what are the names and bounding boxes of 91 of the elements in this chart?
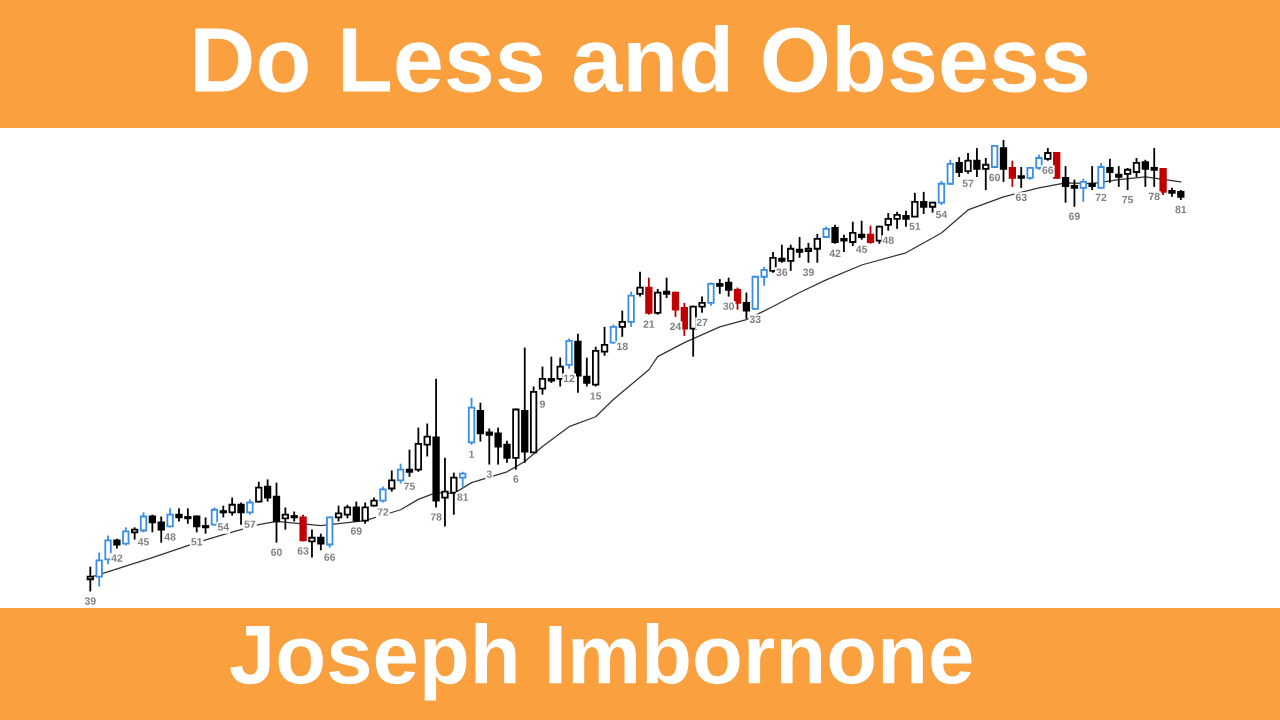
candlestick <box>1097 162 1105 189</box>
x-tick-label: 36 <box>776 268 788 276</box>
candlestick <box>662 276 671 299</box>
x-tick-label: 33 <box>749 315 761 323</box>
candlestick <box>733 286 742 311</box>
candlestick <box>405 448 414 478</box>
candlestick <box>671 290 680 318</box>
candlestick <box>1088 165 1096 191</box>
x-tick-label: 45 <box>856 245 868 253</box>
x-tick-label: 42 <box>829 249 841 257</box>
candlestick <box>139 511 148 534</box>
x-tick-label: 42 <box>111 554 123 562</box>
candlestick <box>600 325 609 357</box>
candlestick <box>636 270 644 298</box>
candlestick <box>361 501 369 525</box>
x-tick-label: 78 <box>430 513 442 521</box>
x-tick-label: 60 <box>271 548 282 556</box>
x-tick-label: 39 <box>802 268 814 276</box>
candlestick <box>742 291 751 320</box>
x-tick-label: 66 <box>324 553 336 561</box>
x-tick-label: 6 <box>513 475 519 483</box>
candlestick <box>804 241 813 264</box>
x-tick-label: 81 <box>457 493 469 501</box>
candlestick <box>157 515 165 544</box>
x-tick-label: 1 <box>469 450 475 458</box>
candlestick <box>538 365 547 396</box>
x-tick-label: 27 <box>696 318 708 326</box>
candlestick <box>920 190 928 215</box>
x-tick-label: 66 <box>1042 166 1054 174</box>
candlestick <box>946 158 954 186</box>
candlestick <box>1141 158 1150 188</box>
x-tick-label: 48 <box>164 533 176 541</box>
x-tick-label: 45 <box>137 538 150 546</box>
candlestick <box>476 401 485 443</box>
x-tick-label: 9 <box>539 400 545 408</box>
candlestick <box>1132 157 1141 178</box>
candlestick <box>725 276 733 298</box>
candlestick <box>1115 165 1123 188</box>
x-tick-label: 78 <box>1148 192 1160 201</box>
x-tick-label: 72 <box>1095 193 1107 201</box>
x-tick-label: 57 <box>962 179 974 187</box>
candlestick <box>866 224 875 245</box>
candlestick <box>281 506 290 531</box>
candlestick <box>299 513 307 543</box>
candlestick <box>813 232 821 264</box>
candlestick <box>1070 178 1079 208</box>
candlestick <box>388 469 396 493</box>
candlestick <box>795 236 804 259</box>
candlestick <box>86 565 94 593</box>
candlestick <box>263 478 272 503</box>
x-tick-label: 51 <box>191 538 203 546</box>
candlestick <box>547 355 555 384</box>
candlestick <box>937 180 946 206</box>
candlestick <box>1017 166 1025 189</box>
x-tick-label: 72 <box>377 508 389 516</box>
candlestick <box>999 139 1008 183</box>
candlestick <box>680 302 688 337</box>
candlestick <box>857 219 866 241</box>
candlestick <box>1106 157 1114 184</box>
x-tick-label: 81 <box>1175 205 1187 214</box>
x-tick-label: 3 <box>486 470 492 478</box>
candlestick <box>122 526 130 547</box>
x-tick-label: 51 <box>909 222 921 230</box>
x-tick-label: 39 <box>84 597 96 605</box>
x-tick-label: 21 <box>643 320 655 328</box>
x-tick-label: 63 <box>297 547 309 555</box>
x-tick-label: 15 <box>590 392 602 400</box>
x-tick-label: 75 <box>404 482 415 490</box>
candlestick <box>1079 177 1087 203</box>
candlestick <box>1150 147 1158 188</box>
candlestick <box>1008 159 1017 188</box>
x-tick-label: 69 <box>1069 212 1080 220</box>
x-tick-label: 54 <box>935 210 948 219</box>
candlestick <box>654 288 662 316</box>
x-tick-label: 69 <box>350 527 362 535</box>
candlestick <box>1061 165 1070 204</box>
candlestick <box>565 337 573 370</box>
x-tick-label: 54 <box>217 523 230 531</box>
x-tick-label: 18 <box>617 342 628 350</box>
chart-title: Do Less and Obsess <box>195 25 1088 93</box>
x-tick-label: 12 <box>563 374 575 382</box>
x-tick-label: 48 <box>882 236 894 244</box>
x-tick-label: 57 <box>244 520 256 528</box>
candlestick <box>1159 167 1167 196</box>
x-tick-label: 75 <box>1122 195 1134 204</box>
candlestick <box>1123 167 1132 191</box>
x-tick-label: 24 <box>670 322 682 331</box>
x-tick-label: 60 <box>989 173 1000 182</box>
x-tick-label: 63 <box>1015 193 1027 202</box>
x-tick-label: 30 <box>723 302 735 310</box>
text: Joseph Imbornone <box>230 622 972 701</box>
